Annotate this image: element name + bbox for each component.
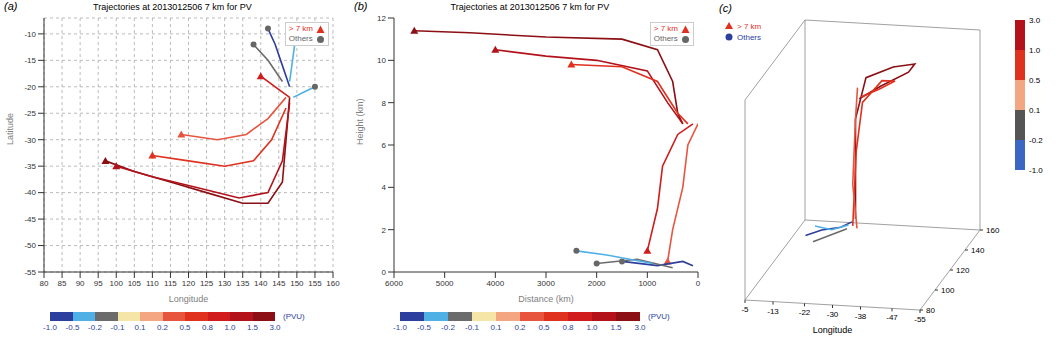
svg-text:-45: -45 (24, 215, 36, 224)
svg-text:12: 12 (377, 14, 386, 23)
svg-text:1.0: 1.0 (1029, 46, 1041, 55)
svg-text:> 7 km: > 7 km (737, 22, 762, 31)
html-text:(a): (a) (4, 0, 18, 12)
html-text:-0.1: -0.1 (465, 323, 479, 332)
svg-text:-50: -50 (24, 241, 36, 250)
svg-text:90: 90 (76, 279, 85, 288)
svg-text:160: 160 (986, 226, 1000, 235)
svg-text:3.0: 3.0 (1029, 16, 1041, 25)
svg-text:-5: -5 (741, 305, 749, 314)
svg-text:6: 6 (382, 141, 387, 150)
html-text:(b): (b) (354, 0, 368, 12)
svg-text:10: 10 (377, 56, 386, 65)
html-text:3.0: 3.0 (269, 323, 281, 332)
html-text:-0.2: -0.2 (441, 323, 455, 332)
html-text:Trajectories at 2013012506 7 k: Trajectories at 2013012506 7 km for PV (450, 2, 610, 12)
svg-text:150: 150 (290, 279, 304, 288)
svg-text:140: 140 (254, 279, 268, 288)
svg-text:-30: -30 (24, 136, 36, 145)
svg-text:100: 100 (110, 279, 124, 288)
html-text:0.5: 0.5 (179, 323, 191, 332)
html-text:0.8: 0.8 (201, 323, 214, 332)
svg-text:Height (km): Height (km) (355, 98, 365, 145)
html-text:Trajectories at 2013012506 7 k: Trajectories at 2013012506 7 km for PV (93, 2, 252, 12)
svg-text:85: 85 (58, 279, 67, 288)
svg-text:110: 110 (146, 279, 159, 288)
svg-text:-0.2: -0.2 (1029, 136, 1043, 145)
svg-text:Longitude: Longitude (169, 294, 209, 304)
svg-text:-20: -20 (24, 83, 36, 92)
svg-text:95: 95 (94, 279, 103, 288)
svg-text:120: 120 (956, 266, 970, 275)
svg-text:-35: -35 (24, 162, 36, 171)
svg-text:-40: -40 (24, 188, 36, 197)
svg-text:-13: -13 (767, 307, 779, 316)
svg-text:80: 80 (926, 306, 935, 315)
html-text:1.5: 1.5 (610, 323, 622, 332)
svg-text:135: 135 (236, 279, 250, 288)
html-text:> 7 km: > 7 km (653, 24, 678, 33)
html-text:-1.0: -1.0 (393, 323, 407, 332)
svg-text:0: 0 (382, 268, 387, 277)
html-text:(PVU): (PVU) (648, 312, 670, 321)
svg-text:4000: 4000 (486, 279, 504, 288)
svg-text:4: 4 (382, 183, 387, 192)
html-text:0.1: 0.1 (134, 323, 146, 332)
svg-text:125: 125 (200, 279, 214, 288)
svg-text:0: 0 (696, 279, 701, 288)
svg-text:130: 130 (218, 279, 232, 288)
svg-text:-38: -38 (855, 312, 867, 321)
svg-text:2000: 2000 (588, 279, 606, 288)
html-text:0.8: 0.8 (562, 323, 574, 332)
svg-text:-10: -10 (24, 30, 36, 39)
svg-text:160: 160 (326, 279, 340, 288)
svg-text:Others: Others (737, 33, 761, 42)
svg-text:-55: -55 (24, 268, 36, 277)
html-text:0.2: 0.2 (156, 323, 169, 332)
svg-text:8: 8 (382, 99, 387, 108)
svg-text:1000: 1000 (638, 279, 656, 288)
svg-text:5000: 5000 (436, 279, 454, 288)
html-text:(PVU): (PVU) (283, 312, 305, 321)
svg-text:-15: -15 (24, 56, 36, 65)
html-text:0.5: 0.5 (538, 323, 550, 332)
svg-text:-47: -47 (886, 313, 898, 322)
svg-text:140: 140 (971, 246, 985, 255)
svg-text:Longitude: Longitude (813, 325, 853, 335)
html-text:> 7 km: > 7 km (288, 24, 313, 33)
svg-text:-30: -30 (827, 310, 839, 319)
html-text:-0.2: -0.2 (88, 323, 102, 332)
html-text:-0.5: -0.5 (417, 323, 431, 332)
svg-text:Distance (km): Distance (km) (518, 294, 574, 304)
svg-text:-1.0: -1.0 (1029, 166, 1043, 175)
svg-text:0.5: 0.5 (1029, 76, 1041, 85)
html-text:1.5: 1.5 (246, 323, 259, 332)
html-text:Others: Others (653, 34, 678, 43)
svg-text:105: 105 (128, 279, 142, 288)
html-text:1.0: 1.0 (224, 323, 236, 332)
svg-text:115: 115 (164, 279, 177, 288)
svg-text:-25: -25 (24, 109, 36, 118)
html-text:-0.5: -0.5 (65, 323, 80, 332)
html-text:3.0: 3.0 (634, 323, 646, 332)
svg-text:3000: 3000 (537, 279, 555, 288)
html-text:-0.1: -0.1 (110, 323, 125, 332)
html-text:0.1: 0.1 (490, 323, 502, 332)
svg-text:120: 120 (182, 279, 196, 288)
svg-text:100: 100 (941, 286, 955, 295)
svg-text:155: 155 (308, 279, 322, 288)
svg-text:0.1: 0.1 (1029, 106, 1041, 115)
svg-text:-55: -55 (914, 315, 926, 324)
svg-text:145: 145 (272, 279, 286, 288)
svg-text:-22: -22 (799, 308, 811, 317)
svg-text:80: 80 (40, 279, 49, 288)
html-text:-1.0: -1.0 (43, 323, 57, 332)
svg-text:6000: 6000 (385, 279, 403, 288)
svg-text:Latitude: Latitude (5, 113, 15, 145)
svg-text:2: 2 (382, 226, 387, 235)
svg-text:(c): (c) (719, 2, 732, 14)
html-text:0.2: 0.2 (514, 323, 526, 332)
html-text:Others: Others (288, 34, 313, 43)
html-text:1.0: 1.0 (586, 323, 598, 332)
